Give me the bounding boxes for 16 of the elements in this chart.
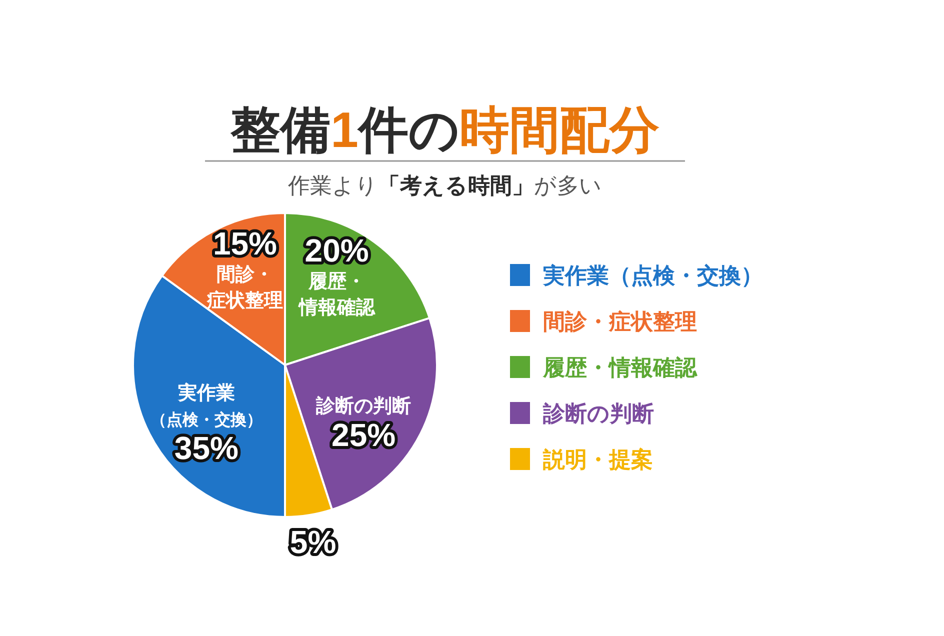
slice-label: 実作業（点検・交換）	[150, 382, 262, 430]
data-label: 20%	[304, 232, 369, 269]
data-label: 5%	[290, 524, 336, 560]
legend-label: 履歴・情報確認	[542, 355, 698, 380]
chart-subtitle: 作業より「考える時間」が多い	[287, 173, 602, 198]
slice-label: 履歴・情報確認	[298, 272, 376, 319]
legend-label: 間診・症状整理	[543, 309, 697, 334]
data-label: 35%	[174, 430, 238, 466]
slice-label: 診断の判断	[315, 395, 412, 418]
slice-label: 間診・症状整理	[206, 263, 283, 312]
legend-label: 説明・提案	[542, 447, 653, 472]
legend-label: 診断の判断	[542, 401, 654, 426]
data-label: 25%	[332, 417, 396, 454]
data-label: 15%	[212, 225, 277, 262]
legend-label: 実作業（点検・交換）	[542, 263, 763, 288]
chart-title: 整備1件の時間配分	[230, 102, 660, 158]
